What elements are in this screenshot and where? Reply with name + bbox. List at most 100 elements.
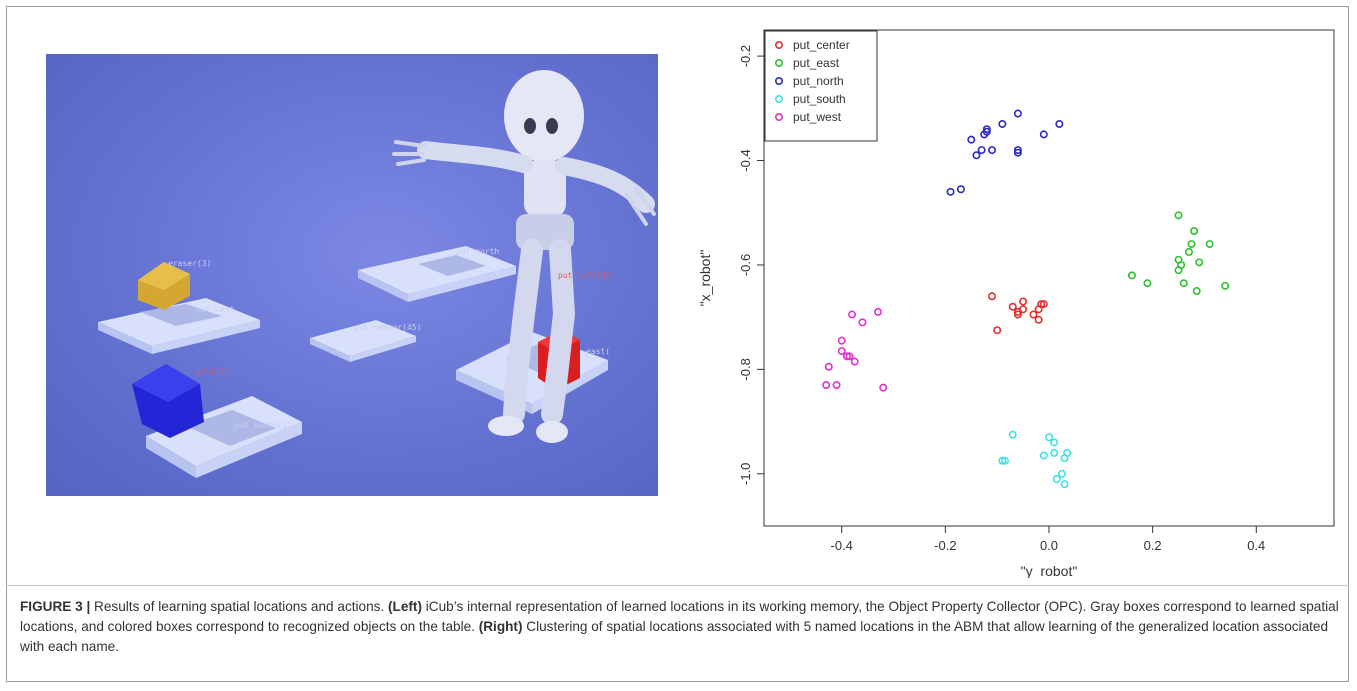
robot-scene-image: eraser(3) put_west put_north put_left(35… xyxy=(46,54,658,496)
scatter-plot: -0.4 -0.2 0.0 0.2 0.4 -0.2 -0.4 -0.6 -0.8 -1.0 "y_… xyxy=(690,18,1340,579)
point-put-west xyxy=(845,352,854,361)
y-tick-label: -0.6 xyxy=(738,254,753,276)
legend-box xyxy=(764,30,878,142)
scene-label-center: put_center(45) xyxy=(354,323,421,332)
point-put-center xyxy=(1019,305,1028,314)
legend-marker xyxy=(775,113,784,122)
legend-marker xyxy=(775,76,784,85)
blue-object xyxy=(132,364,204,438)
point-put-east xyxy=(1221,281,1230,290)
point-put-east xyxy=(1127,271,1136,280)
scene-label-left: put_left(35) xyxy=(558,271,616,280)
point-put-south xyxy=(1063,448,1072,457)
point-put-south xyxy=(1050,448,1059,457)
point-put-center xyxy=(1039,300,1048,309)
location-box-east xyxy=(456,332,608,414)
location-box-west xyxy=(98,298,260,354)
robot-scene-drawing: eraser(3) put_west put_north put_left(35… xyxy=(98,70,656,478)
legend-marker xyxy=(775,95,784,104)
point-put-west xyxy=(837,336,846,345)
y-tick-label: -0.4 xyxy=(738,149,753,171)
caption-text-3: Clustering of spatial locations associat… xyxy=(20,619,1329,654)
point-put-center xyxy=(1034,315,1043,324)
point-put-west xyxy=(824,362,833,371)
point-put-east xyxy=(1184,247,1193,256)
location-box-center xyxy=(310,320,416,362)
caption-left-tag: (Left) xyxy=(388,599,422,614)
legend-label: put_north xyxy=(793,74,844,88)
point-put-east xyxy=(1190,227,1199,236)
point-put-north xyxy=(1013,109,1022,118)
point-put-center xyxy=(993,326,1002,335)
point-put-west xyxy=(874,307,883,316)
caption-right-tag: (Right) xyxy=(478,619,523,634)
x-axis-label: "y_robot" xyxy=(1021,563,1078,578)
x-tick-label: -0.4 xyxy=(831,538,853,553)
x-tick-label: 0.2 xyxy=(1144,538,1162,553)
point-put-north xyxy=(1055,119,1064,128)
point-put-east xyxy=(1205,240,1214,249)
point-put-west xyxy=(850,357,859,366)
point-put-north xyxy=(987,146,996,155)
caption-divider xyxy=(6,585,1349,586)
point-put-east xyxy=(1187,240,1196,249)
point-put-south xyxy=(1057,469,1066,478)
point-put-west xyxy=(832,381,841,390)
point-put-south xyxy=(1039,451,1048,460)
point-put-west xyxy=(837,347,846,356)
scene-label-south: put_south(1) xyxy=(234,421,292,430)
scene-label-east: east( xyxy=(586,347,610,356)
legend-label: put_south xyxy=(793,92,846,106)
point-put-west xyxy=(879,383,888,392)
point-put-north xyxy=(1013,146,1022,155)
point-put-north xyxy=(946,187,955,196)
y-tick-label: -0.8 xyxy=(738,358,753,380)
point-put-west xyxy=(822,381,831,390)
point-put-north xyxy=(980,130,989,139)
point-put-south xyxy=(1060,480,1069,489)
scene-label-north: put_north xyxy=(456,247,500,256)
scene-label-west: put_west xyxy=(196,305,235,314)
yellow-object xyxy=(138,262,190,310)
point-put-center xyxy=(1008,302,1017,311)
point-put-north xyxy=(1013,148,1022,157)
point-put-west xyxy=(842,352,851,361)
point-put-north xyxy=(972,151,981,160)
point-put-west xyxy=(848,310,857,319)
point-put-south xyxy=(1050,438,1059,447)
caption-text-2: iCub’s internal representation of learne… xyxy=(20,599,1339,634)
point-put-east xyxy=(1192,287,1201,296)
figure-caption: FIGURE 3 | Results of learning spatial l… xyxy=(20,597,1340,657)
legend-marker xyxy=(775,58,784,67)
legend-label: put_east xyxy=(793,56,840,70)
point-put-east xyxy=(1195,258,1204,267)
point-put-east xyxy=(1179,279,1188,288)
point-put-center xyxy=(1019,297,1028,306)
point-put-north xyxy=(977,146,986,155)
point-put-north xyxy=(1039,130,1048,139)
scatter-plot-svg: -0.4 -0.2 0.0 0.2 0.4 -0.2 -0.4 -0.6 -0.8 -1.0 "y_… xyxy=(697,29,1335,579)
figure-frame xyxy=(6,6,1349,682)
point-put-east xyxy=(1143,279,1152,288)
x-tick-label: -0.2 xyxy=(934,538,956,553)
location-box-south xyxy=(146,396,302,478)
y-tick-label: -0.2 xyxy=(738,45,753,67)
point-put-center xyxy=(1029,310,1038,319)
y-axis-label: "x_robot" xyxy=(697,250,713,307)
point-put-east xyxy=(1174,211,1183,220)
point-put-west xyxy=(858,318,867,327)
point-put-center xyxy=(1013,310,1022,319)
x-tick-label: 0.4 xyxy=(1247,538,1265,553)
x-tick-label: 0.0 xyxy=(1040,538,1058,553)
scene-label-eraser: eraser(3) xyxy=(168,259,211,268)
icub-robot xyxy=(392,70,656,443)
legend-marker xyxy=(775,40,784,49)
y-tick-label: -1.0 xyxy=(738,463,753,485)
point-put-south xyxy=(998,456,1007,465)
point-put-north xyxy=(967,135,976,144)
point-put-south xyxy=(1044,433,1053,442)
point-put-center xyxy=(1037,300,1046,309)
point-put-north xyxy=(998,119,1007,128)
point-put-center xyxy=(987,292,996,301)
caption-label: FIGURE 3 | xyxy=(20,599,91,614)
